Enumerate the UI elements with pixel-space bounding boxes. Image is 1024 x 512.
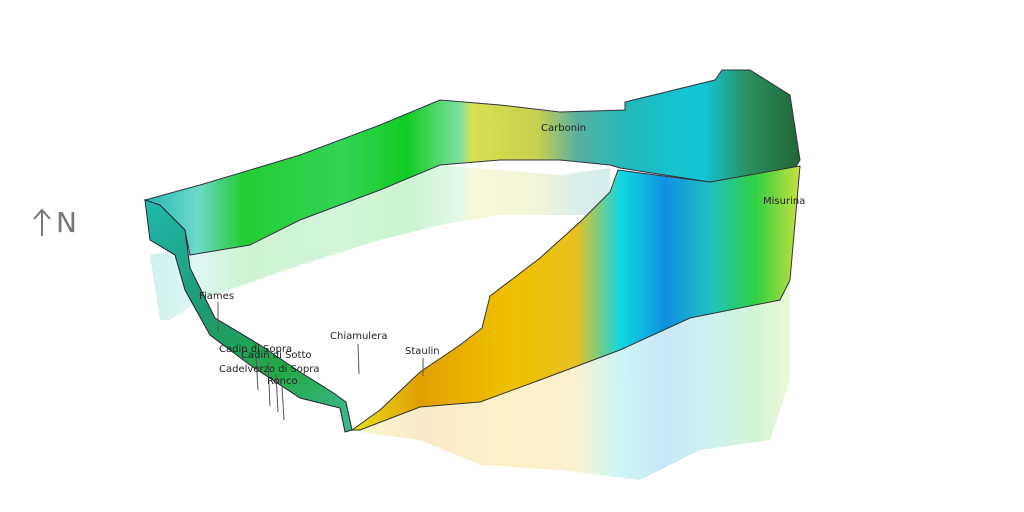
compass: N: [33, 206, 77, 239]
place-label: Staulin: [405, 346, 440, 357]
route-wall-back: [143, 69, 801, 256]
place-label: Fiames: [199, 291, 234, 302]
place-label: Cadelverzo di Sopra: [219, 364, 319, 375]
leader-lines: [217, 302, 424, 421]
reflection: [150, 165, 790, 480]
place-label: Misurina: [763, 196, 805, 207]
place-label: Cadin di Sotto: [241, 350, 311, 361]
place-label: Ronco: [267, 376, 298, 387]
place-label: Chiamulera: [330, 331, 387, 342]
route-wall-front: [350, 165, 801, 431]
place-label: Carbonin: [541, 123, 586, 134]
place-label: Cadin di Sopra: [219, 344, 292, 355]
north-label: N: [56, 206, 77, 239]
place-labels: Carbonin Misurina Fiames Cadin di Sopra …: [199, 123, 805, 387]
